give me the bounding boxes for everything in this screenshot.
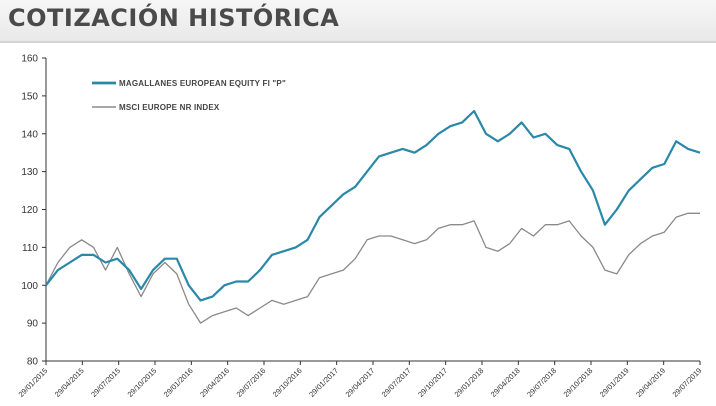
x-tick-label: 29/07/2017 (380, 366, 413, 399)
x-tick-label: 29/07/2019 (671, 366, 704, 399)
x-tick-label: 29/07/2015 (89, 366, 122, 399)
y-tick-label: 140 (21, 129, 38, 140)
y-tick-label: 150 (21, 91, 38, 102)
y-tick-label: 110 (22, 243, 38, 254)
x-tick-label: 29/01/2015 (17, 366, 50, 399)
x-tick-label: 29/04/2018 (489, 366, 522, 399)
y-tick-label: 130 (21, 167, 38, 178)
x-tick-label: 29/10/2018 (562, 366, 595, 399)
x-tick-label: 29/04/2015 (53, 366, 86, 399)
x-tick-label: 29/04/2016 (198, 366, 231, 399)
y-tick-label: 120 (21, 205, 38, 216)
x-tick-label: 29/01/2018 (453, 366, 486, 399)
y-tick-label: 90 (27, 319, 39, 330)
x-tick-label: 29/04/2017 (344, 366, 377, 399)
fund-series-line (45, 109, 701, 302)
y-tick-label: 100 (21, 281, 38, 292)
x-tick-label: 29/10/2016 (271, 366, 304, 399)
x-tick-label: 29/04/2019 (634, 366, 667, 399)
chart-legend: MAGALLANES EUROPEAN EQUITY FI "P" MSCI EU… (92, 79, 286, 112)
y-axis-ticks: 80 90 100 110 120 130 140 150 160 (21, 54, 46, 368)
page-title: COTIZACIÓN HISTÓRICA (8, 4, 340, 32)
legend-label: MAGALLANES EUROPEAN EQUITY FI "P" (119, 79, 286, 88)
x-tick-label: 29/07/2018 (525, 366, 558, 399)
chart-series (45, 109, 701, 324)
x-tick-label: 29/01/2017 (307, 366, 340, 399)
y-tick-label: 160 (21, 54, 38, 65)
x-tick-label: 29/10/2015 (126, 366, 159, 399)
x-tick-label: 29/01/2019 (598, 366, 631, 399)
y-tick-label: 80 (27, 357, 39, 368)
x-tick-label: 29/07/2016 (235, 366, 268, 399)
x-axis-ticks: 29/01/2015 29/04/2015 29/07/2015 29/10/2015… (17, 361, 704, 399)
x-tick-label: 29/01/2016 (162, 366, 195, 399)
index-series-line (45, 212, 700, 324)
legend-label: MSCI EUROPE NR INDEX (119, 103, 220, 112)
title-band: COTIZACIÓN HISTÓRICA (0, 0, 716, 43)
x-tick-label: 29/10/2017 (416, 366, 449, 399)
